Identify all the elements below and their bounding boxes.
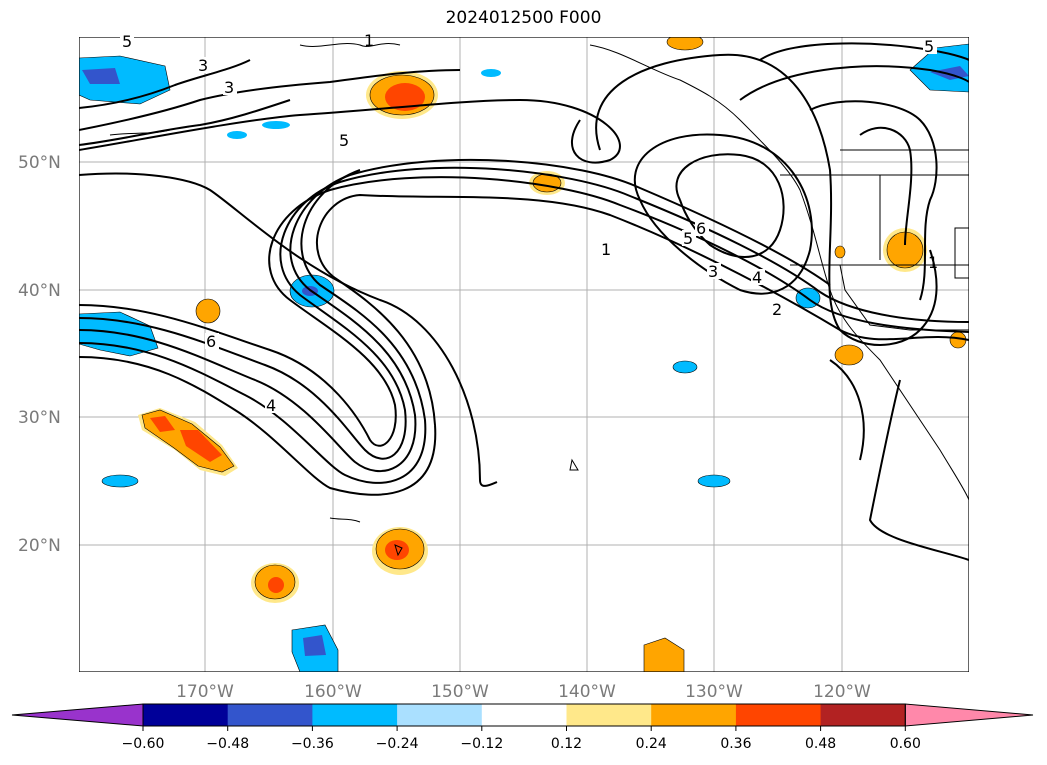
lon-tick-label: 140°W [558, 682, 616, 702]
colorbar-segment [651, 704, 737, 726]
colorbar-tick-label: −0.48 [206, 736, 249, 752]
coastlines [109, 43, 969, 557]
anomaly-shading [79, 37, 969, 672]
colorbar-tick-label: 0.36 [720, 736, 751, 752]
colorbar-extend-low [11, 703, 144, 727]
lon-tick-label: 120°W [813, 682, 871, 702]
colorbar-segment [481, 704, 567, 726]
lat-labels: 50°N 40°N 30°N 20°N [18, 153, 61, 556]
colorbar-segment [735, 704, 822, 726]
contour-label: 1 [928, 253, 938, 272]
lat-tick-label: 30°N [18, 408, 61, 428]
colorbar-extend-high [904, 703, 1034, 727]
lon-labels: 170°W 160°W 150°W 140°W 130°W 120°W [176, 682, 871, 702]
colorbar-segment [397, 704, 483, 726]
lon-tick-label: 170°W [176, 682, 234, 702]
contour-label: 5 [122, 32, 132, 51]
colorbar-tick-label: 0.12 [551, 736, 582, 752]
colorbar-outline [142, 703, 906, 727]
lat-tick-label: 50°N [18, 153, 61, 173]
lon-tick-label: 160°W [304, 682, 362, 702]
lat-tick-label: 20°N [18, 536, 61, 556]
colorbar-tick-label: −0.24 [376, 736, 419, 752]
contour-label-group: 5 3 3 5 6 4 1 6 5 3 4 2 5 1 1 [120, 31, 938, 415]
contour-label: 4 [266, 396, 276, 415]
contour-lines [79, 42, 969, 561]
colorbar-segment [820, 704, 906, 726]
contour-label: 1 [601, 240, 611, 259]
colorbar-segment [227, 704, 313, 726]
colorbar-segment [312, 704, 398, 726]
lat-tick-label: 40°N [18, 281, 61, 301]
contour-label: 1 [364, 31, 374, 50]
contour-label: 5 [924, 37, 934, 56]
colorbar-tick-label: −0.60 [122, 736, 165, 752]
colorbar-tick-label: 0.24 [636, 736, 667, 752]
contour-label: 3 [224, 78, 234, 97]
colorbar-tick-label: 0.48 [805, 736, 836, 752]
colorbar-tick-label: −0.36 [291, 736, 334, 752]
contour-label: 6 [696, 219, 706, 238]
colorbar-tick-label: 0.60 [890, 736, 921, 752]
contour-label: 3 [198, 56, 208, 75]
colorbar: −0.60 −0.48 −0.36 −0.24 −0.12 0.12 0.24 0.36 0.4… [11, 703, 1034, 752]
lon-tick-label: 150°W [431, 682, 489, 702]
contour-label: 5 [683, 229, 693, 248]
colorbar-segment [566, 704, 652, 726]
contour-label: 6 [206, 332, 216, 351]
contour-label: 2 [772, 300, 782, 319]
contour-label: 4 [752, 268, 762, 287]
contour-label: 5 [339, 131, 349, 150]
contour-label: 3 [708, 262, 718, 281]
colorbar-segment [143, 704, 229, 726]
map-title: 2024012500 F000 [445, 8, 602, 28]
colorbar-tick-label: −0.12 [460, 736, 503, 752]
lon-tick-label: 130°W [685, 682, 743, 702]
